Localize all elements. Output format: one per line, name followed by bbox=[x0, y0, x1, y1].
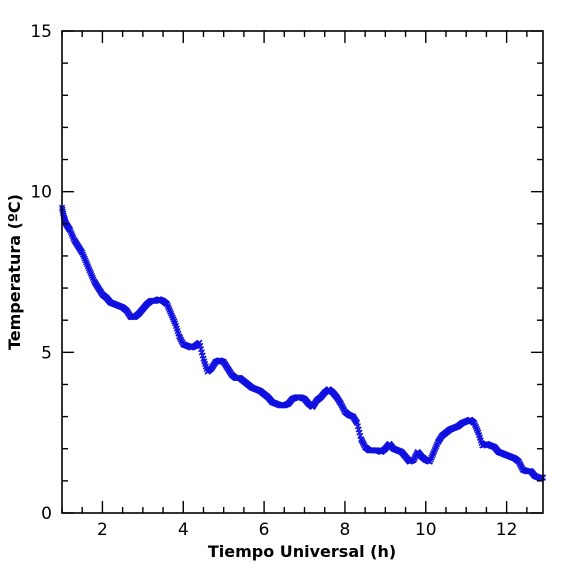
x-tick-label: 6 bbox=[259, 520, 270, 540]
y-tick-label: 0 bbox=[41, 504, 52, 524]
plot-area bbox=[58, 204, 547, 481]
x-tick-label: 8 bbox=[340, 520, 351, 540]
x-tick-label: 2 bbox=[97, 520, 108, 540]
y-tick-label: 5 bbox=[41, 343, 52, 363]
x-tick-label: 12 bbox=[496, 520, 518, 540]
y-tick-label: 15 bbox=[30, 22, 52, 42]
y-axis-label: Temperatura (ºC) bbox=[5, 194, 24, 350]
y-tick-label: 10 bbox=[30, 183, 52, 203]
x-tick-label: 4 bbox=[178, 520, 189, 540]
x-axis-label: Tiempo Universal (h) bbox=[208, 542, 396, 561]
axis-ticks bbox=[61, 30, 543, 514]
x-tick-label: 10 bbox=[415, 520, 437, 540]
plot-frame bbox=[61, 30, 544, 514]
tick-labels: 2 4 6 8 10 12 0 5 10 15 bbox=[30, 22, 517, 540]
